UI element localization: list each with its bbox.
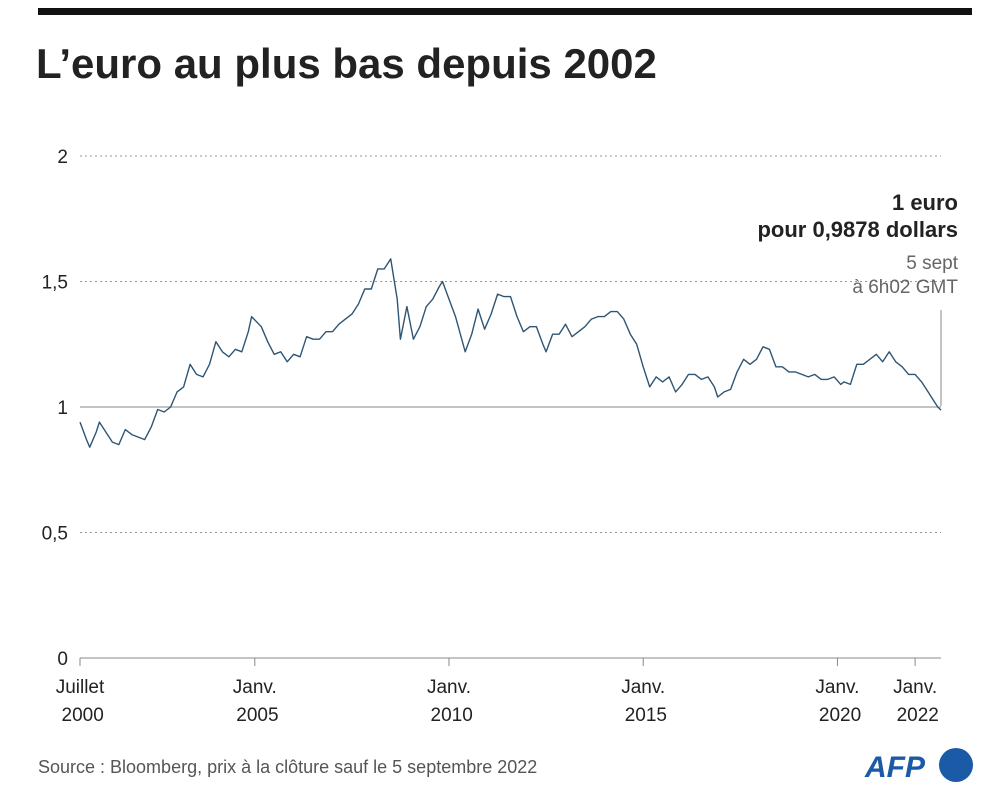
y-tick-label: 2 [57, 147, 68, 168]
x-tick-label: Janv. 2022 [891, 677, 939, 726]
source: Source : Bloomberg, prix à la clôture sa… [38, 757, 537, 777]
x-tick-label: Juillet 2000 [56, 677, 105, 726]
y-tick-label: 0,5 [42, 524, 68, 545]
x-tick-label: Janv. 2010 [425, 677, 473, 726]
annotation-title: 1 euro [892, 190, 958, 215]
y-tick-label: 0 [57, 649, 68, 670]
x-tick-label: Janv. 2015 [619, 677, 667, 726]
y-tick-label: 1 [57, 398, 68, 419]
logo: AFP [864, 751, 926, 784]
x-tick-label: Janv. 2005 [231, 677, 279, 726]
y-tick-label: 1,5 [42, 273, 68, 294]
x-tick-label: Janv. 2020 [814, 677, 862, 726]
top-bar [38, 8, 972, 15]
annotation-note: 5 sept [906, 253, 958, 274]
line-series [79, 258, 942, 448]
logo-circle [939, 748, 973, 782]
annotation-title: pour 0,9878 dollars [757, 217, 958, 242]
chart-title: L’euro au plus bas depuis 2002 [36, 40, 657, 87]
annotation-note: à 6h02 GMT [852, 277, 958, 298]
